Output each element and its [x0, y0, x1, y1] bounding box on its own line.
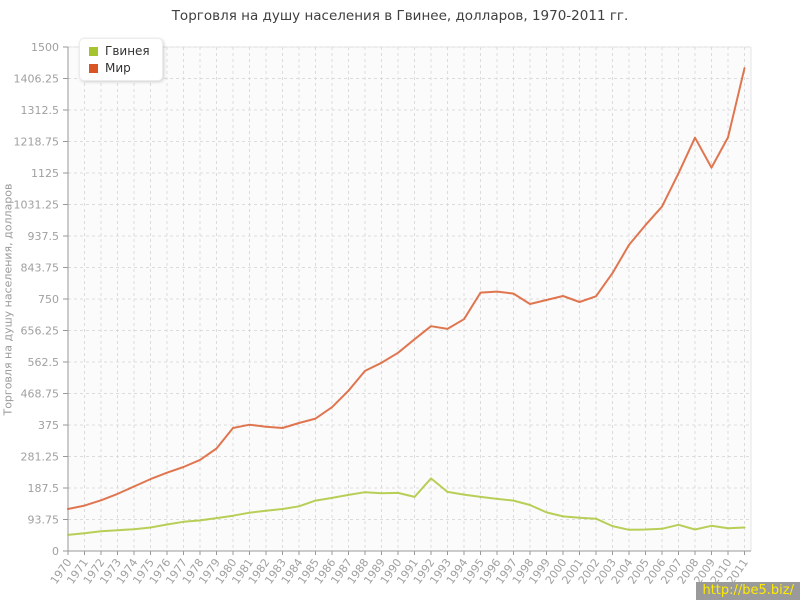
legend-swatch-world	[89, 63, 98, 73]
legend-item-world: Мир	[89, 61, 150, 75]
y-tick-label: 656.25	[21, 325, 60, 338]
y-tick-label: 93.75	[28, 514, 60, 527]
y-tick-label: 843.75	[21, 262, 60, 275]
legend-label-guinea: Гвинея	[105, 44, 150, 58]
legend: Гвинея Мир	[79, 38, 163, 81]
y-tick-label: 1500	[31, 41, 59, 54]
watermark-link[interactable]: http://be5.biz/	[696, 582, 800, 600]
y-tick-label: 468.75	[21, 388, 60, 401]
y-tick-label: 1312.5	[21, 104, 60, 117]
y-tick-label: 0	[52, 545, 59, 558]
legend-swatch-guinea	[89, 46, 98, 56]
series-line-world	[67, 67, 746, 510]
chart-title: Торговля на душу населения в Гвинее, дол…	[171, 8, 629, 24]
y-tick-label: 1218.75	[14, 136, 60, 149]
series-line-guinea	[67, 477, 746, 536]
y-tick-label: 1031.25	[14, 199, 60, 212]
legend-label-world: Мир	[105, 61, 131, 75]
y-tick-label: 750	[38, 293, 59, 306]
y-tick-label: 281.25	[21, 451, 60, 464]
y-tick-label: 937.5	[28, 230, 60, 243]
legend-item-guinea: Гвинея	[89, 44, 150, 58]
y-tick-label: 187.5	[28, 482, 60, 495]
y-tick-label: 562.5	[28, 356, 60, 369]
y-tick-label: 375	[38, 419, 59, 432]
y-tick-label: 1406.25	[14, 73, 60, 86]
y-tick-label: 1125	[31, 167, 59, 180]
